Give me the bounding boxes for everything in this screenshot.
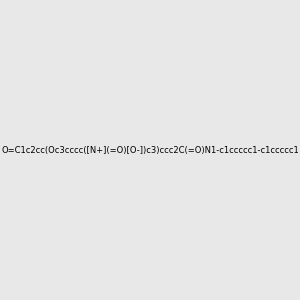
Text: O=C1c2cc(Oc3cccc([N+](=O)[O-])c3)ccc2C(=O)N1-c1ccccc1-c1ccccc1: O=C1c2cc(Oc3cccc([N+](=O)[O-])c3)ccc2C(=… xyxy=(1,146,299,154)
